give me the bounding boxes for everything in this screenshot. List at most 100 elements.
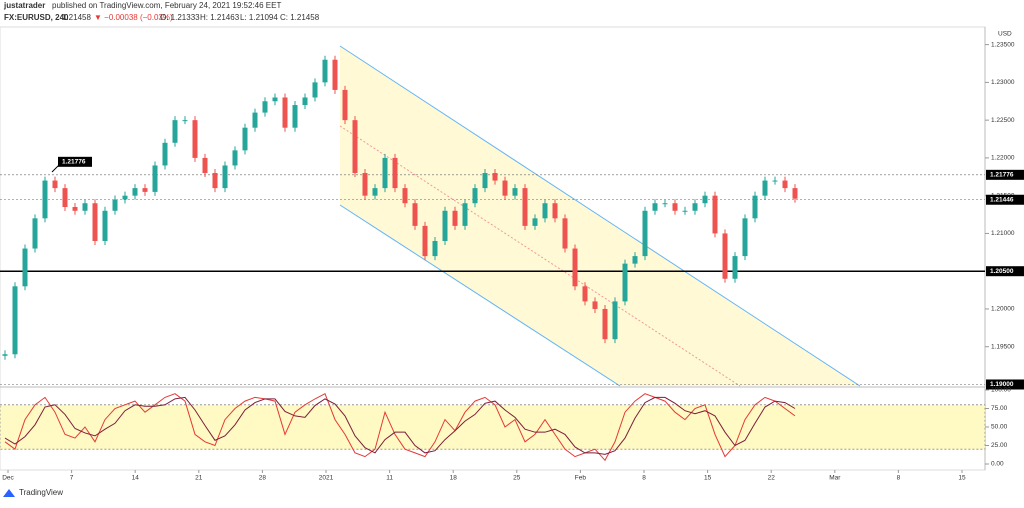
callout-box xyxy=(58,156,92,167)
candle xyxy=(502,180,508,196)
y-tick-label: 100.00 xyxy=(991,387,1011,394)
candle xyxy=(772,180,778,182)
callout-label: 1.21776 xyxy=(62,159,86,166)
candle xyxy=(522,188,528,226)
level-tag xyxy=(986,169,1024,180)
candle xyxy=(212,173,218,189)
candle xyxy=(442,210,448,241)
y-tick-label: 1.22000 xyxy=(991,155,1015,162)
y-tick-label: 1.20000 xyxy=(991,306,1015,313)
x-tick-label: Mar xyxy=(829,475,841,482)
candle xyxy=(762,180,768,196)
candle xyxy=(152,165,158,192)
change: ▼ −0.00038 (−0.03%) xyxy=(94,13,173,22)
x-tick-label: Feb xyxy=(575,475,587,482)
osc-line xyxy=(4,396,796,455)
x-tick-label: 21 xyxy=(195,475,203,482)
candle xyxy=(292,105,298,128)
y-tick-label: 25.00 xyxy=(991,442,1008,449)
candle xyxy=(402,188,408,204)
level-label: 1.19000 xyxy=(990,381,1014,388)
candle xyxy=(52,180,58,189)
channel-lower xyxy=(339,204,621,387)
osc-line xyxy=(4,392,796,462)
low: L: 1.21094 xyxy=(240,13,278,22)
candle xyxy=(552,203,558,219)
candle xyxy=(322,59,328,83)
osc-band xyxy=(0,404,986,450)
candle xyxy=(182,120,188,122)
high: H: 1.21463 xyxy=(200,13,240,22)
candle xyxy=(592,301,598,309)
x-tick-label: 14 xyxy=(132,475,140,482)
candle xyxy=(672,203,678,211)
y-tick-label: 75.00 xyxy=(991,405,1008,412)
footer: TradingView xyxy=(19,488,63,497)
level-label: 1.20500 xyxy=(990,268,1014,275)
candle xyxy=(622,263,628,302)
candle xyxy=(482,173,488,189)
candle xyxy=(102,210,108,241)
candle xyxy=(342,89,348,121)
candle xyxy=(532,218,538,226)
candle xyxy=(742,218,748,257)
candle xyxy=(222,165,228,189)
y-tick-label: 1.22500 xyxy=(991,117,1015,124)
candle xyxy=(92,203,98,241)
candle xyxy=(512,188,518,196)
candle xyxy=(602,308,608,340)
x-tick-label: 18 xyxy=(450,475,458,482)
level-label: 1.21776 xyxy=(990,172,1014,179)
candle xyxy=(332,59,338,90)
y-tick-label: 1.21000 xyxy=(991,230,1015,237)
candle xyxy=(2,354,8,356)
level-tag xyxy=(986,379,1024,390)
candle xyxy=(562,218,568,249)
level-tag xyxy=(986,194,1024,205)
published: published on TradingView.com, February 2… xyxy=(52,1,281,10)
candle xyxy=(732,256,738,279)
x-tick-label: Dec xyxy=(2,475,14,482)
y-tick-label: 1.23000 xyxy=(991,79,1015,86)
candle xyxy=(42,180,48,219)
candle xyxy=(652,203,658,211)
candle xyxy=(202,157,208,174)
x-tick-label: 28 xyxy=(259,475,267,482)
candle xyxy=(142,188,148,192)
candle xyxy=(192,120,198,158)
candle xyxy=(382,157,388,189)
y-tick-label: 0.00 xyxy=(991,461,1004,468)
logo-icon xyxy=(3,489,15,497)
candle xyxy=(242,127,248,151)
candle xyxy=(12,286,18,355)
x-tick-label: 2021 xyxy=(319,475,334,482)
candle xyxy=(432,240,438,257)
candle xyxy=(452,210,458,226)
candle xyxy=(472,188,478,204)
x-tick-label: 7 xyxy=(70,475,74,482)
candle xyxy=(582,286,588,302)
x-tick-label: 15 xyxy=(704,475,712,482)
candle xyxy=(792,188,798,199)
candle xyxy=(32,218,38,249)
symbol: FX:EURUSD, 240 xyxy=(4,13,69,22)
channel-mid xyxy=(339,125,741,387)
candle xyxy=(682,210,688,212)
author: justatrader xyxy=(3,1,45,10)
candle xyxy=(262,101,268,113)
candle xyxy=(132,188,138,196)
level-label: 1.21446 xyxy=(990,196,1014,203)
candle xyxy=(542,203,548,219)
x-tick-label: 8 xyxy=(897,475,901,482)
candle xyxy=(162,142,168,166)
open: O: 1.21333 xyxy=(160,13,200,22)
candle xyxy=(362,173,368,196)
x-tick-label: 22 xyxy=(768,475,776,482)
y-tick-label: 50.00 xyxy=(991,424,1008,431)
candle xyxy=(632,256,638,264)
level-tag xyxy=(986,266,1024,277)
candle xyxy=(462,203,468,226)
candle xyxy=(712,195,718,234)
candle xyxy=(232,150,238,166)
